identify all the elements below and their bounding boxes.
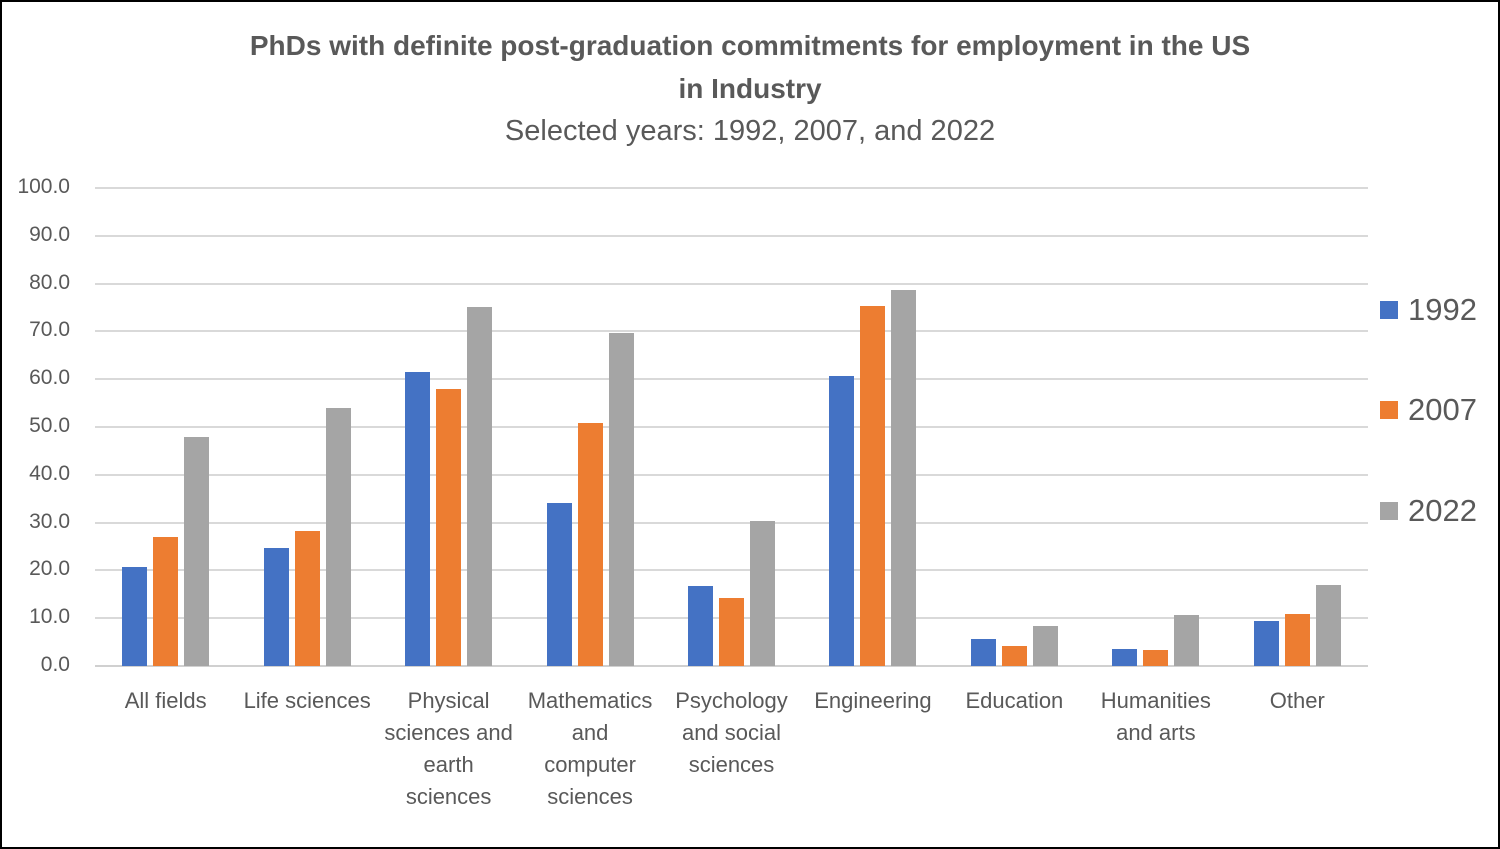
gridline (95, 330, 1368, 333)
bar-2022 (1315, 584, 1341, 666)
gridline (95, 282, 1368, 285)
y-tick-label: 10.0 (29, 605, 70, 629)
bar-1992 (688, 586, 713, 666)
bar-1992 (829, 375, 855, 666)
y-tick-label: 100.0 (17, 175, 70, 198)
x-category-label: Humanities and arts (1100, 688, 1211, 745)
bar-1992 (263, 547, 289, 666)
legend-label: 2007 (1408, 392, 1477, 427)
chart-subtitle: Selected years: 1992, 2007, and 2022 (504, 115, 996, 147)
gridline (95, 187, 1368, 189)
gridline (95, 569, 1368, 572)
y-tick-label: 80.0 (29, 270, 70, 294)
bar-2007 (719, 598, 744, 666)
bar-2007 (860, 306, 886, 666)
gridline (95, 234, 1368, 237)
bar-2007 (436, 388, 462, 666)
x-category-label: Other (1269, 688, 1325, 713)
bar-2007 (577, 423, 603, 666)
x-category-label: Engineering (814, 688, 932, 713)
bar-1992 (546, 503, 572, 666)
bar-2007 (1284, 613, 1310, 666)
chart-title-line-1: PhDs with definite post-graduation commi… (249, 30, 1251, 61)
bar-1992 (1253, 620, 1279, 666)
legend-swatch-icon (1380, 301, 1398, 319)
y-tick-label: 60.0 (29, 366, 70, 390)
y-tick-label: 0.0 (40, 653, 70, 676)
bar-2007 (1143, 649, 1169, 666)
x-category-label: Psychology and social sciences (675, 688, 788, 777)
x-category-label: Education (965, 688, 1064, 713)
legend-item-2007: 2007 (1380, 392, 1477, 428)
y-tick-label: 30.0 (29, 509, 70, 533)
bar-2022 (1032, 625, 1058, 666)
x-category-label: Life sciences (243, 688, 371, 713)
bar-2022 (467, 306, 493, 666)
bar-2022 (750, 521, 775, 666)
bar-2022 (184, 436, 210, 666)
legend-swatch-icon (1380, 401, 1398, 419)
bar-2022 (608, 332, 634, 666)
legend-item-2022: 2022 (1380, 493, 1477, 529)
bar-2007 (1001, 645, 1027, 666)
x-category-label: Mathematics and computer sciences (527, 688, 653, 809)
y-tick-label: 70.0 (29, 318, 70, 342)
x-category-label: All fields (124, 688, 207, 713)
bar-2022 (1174, 614, 1200, 666)
legend-label: 2022 (1408, 493, 1477, 528)
bar-2022 (325, 408, 351, 666)
bar-1992 (405, 371, 431, 666)
legend-label: 1992 (1408, 292, 1477, 327)
bar-1992 (970, 639, 996, 666)
gridline (95, 665, 1368, 667)
y-tick-label: 90.0 (29, 222, 70, 246)
gridline (95, 521, 1368, 524)
y-tick-label: 50.0 (29, 414, 70, 437)
bar-1992 (122, 566, 148, 666)
chart-title-line-2: in Industry (678, 73, 822, 104)
x-category-label: Physical sciences and earth sciences (384, 688, 513, 809)
gridline (95, 473, 1368, 476)
gridline (95, 378, 1368, 381)
y-tick-label: 40.0 (29, 461, 70, 485)
legend-swatch-icon (1380, 502, 1398, 520)
bar-2022 (891, 290, 917, 666)
bar-2007 (153, 537, 179, 666)
bar-2007 (294, 530, 320, 666)
legend-item-1992: 1992 (1380, 292, 1477, 328)
bar-1992 (1112, 648, 1138, 666)
y-tick-label: 20.0 (29, 557, 70, 581)
gridline (95, 426, 1368, 428)
